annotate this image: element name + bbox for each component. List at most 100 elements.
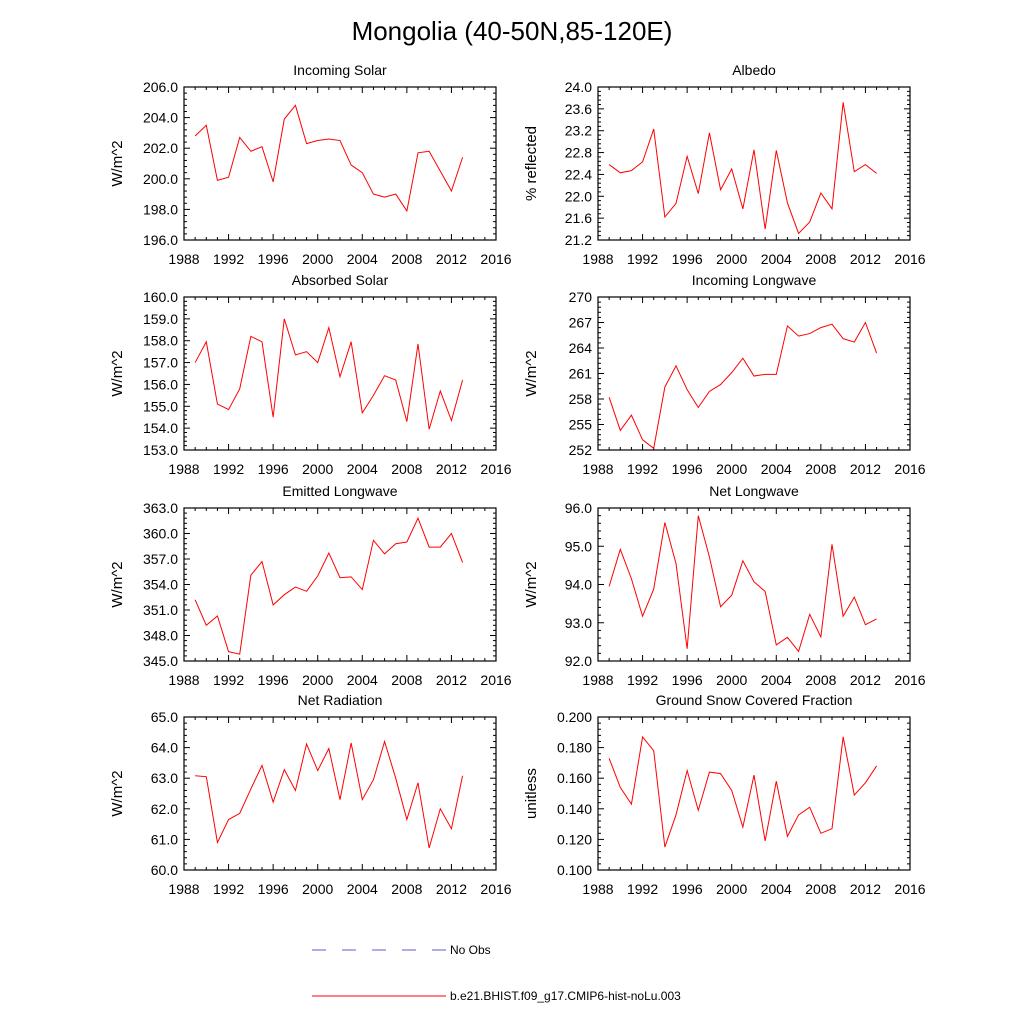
x-tick-label: 2000 — [716, 251, 747, 267]
x-tick-label: 2004 — [761, 251, 792, 267]
y-tick-label: 154.0 — [143, 420, 178, 436]
y-tick-label: 22.0 — [565, 188, 592, 204]
x-tick-label: 2016 — [894, 672, 925, 688]
x-tick-label: 2004 — [347, 881, 378, 897]
y-tick-label: 198.0 — [143, 201, 178, 217]
plot-frame — [183, 716, 497, 871]
panel-title-incoming-longwave: Incoming Longwave — [692, 272, 817, 288]
y-tick-label: 63.0 — [151, 770, 178, 786]
y-tick-label: 0.100 — [557, 862, 592, 878]
y-tick-label: 94.0 — [565, 577, 592, 593]
x-tick-label: 1992 — [627, 881, 658, 897]
y-axis-label: W/m^2 — [109, 140, 126, 186]
x-tick-label: 2012 — [850, 461, 881, 477]
legend: No Obs b.e21.BHIST.f09_g17.CMIP6-hist-no… — [312, 943, 681, 1003]
panel-title-ground-snow-covered-fraction: Ground Snow Covered Fraction — [656, 692, 853, 708]
x-tick-label: 2008 — [805, 251, 836, 267]
x-tick-label: 2016 — [894, 881, 925, 897]
x-tick-label: 2016 — [480, 251, 511, 267]
y-tick-label: 363.0 — [143, 500, 178, 516]
x-tick-label: 2008 — [391, 461, 422, 477]
y-axis-label: W/m^2 — [109, 770, 126, 816]
series-line-ground-snow-covered-fraction — [608, 735, 877, 848]
series-line-net-radiation — [195, 739, 464, 849]
x-tick-label: 2000 — [716, 881, 747, 897]
figure-title: Mongolia (40-50N,85-120E) — [352, 16, 673, 46]
y-tick-label: 93.0 — [565, 615, 592, 631]
x-tick-label: 2004 — [761, 881, 792, 897]
plot-frame — [597, 507, 911, 662]
panel-net-radiation: Net Radiation 1988 1992 1996 2000 2004 2008 201… — [109, 692, 512, 897]
legend-label-no-obs: No Obs — [450, 943, 491, 957]
y-tick-label: 357.0 — [143, 551, 178, 567]
panel-albedo: Albedo 1988 1992 1996 2000 2004 2008 2012 2016 21… — [523, 62, 926, 267]
series-line-incoming-solar — [194, 104, 464, 213]
panel-title-net-longwave: Net Longwave — [709, 483, 799, 499]
y-tick-label: 261 — [569, 366, 593, 382]
y-tick-label: 157.0 — [143, 355, 178, 371]
y-tick-label: 60.0 — [151, 862, 178, 878]
y-tick-label: 206.0 — [143, 79, 178, 95]
panel-incoming-solar: Incoming Solar 1988 1992 1996 2000 2004 2008 20… — [109, 62, 512, 267]
panel-title-albedo: Albedo — [732, 62, 776, 78]
y-axis-label: % reflected — [523, 126, 540, 201]
y-tick-label: 21.2 — [565, 232, 592, 248]
x-tick-label: 2016 — [480, 881, 511, 897]
y-tick-label: 96.0 — [565, 500, 592, 516]
y-tick-label: 255 — [569, 417, 593, 433]
x-tick-label: 2008 — [391, 672, 422, 688]
x-tick-label: 2004 — [761, 461, 792, 477]
y-tick-label: 61.0 — [151, 831, 178, 847]
x-tick-label: 2016 — [480, 672, 511, 688]
x-tick-label: 2008 — [805, 881, 836, 897]
y-tick-label: 204.0 — [143, 110, 178, 126]
x-tick-label: 1996 — [258, 461, 289, 477]
x-tick-label: 1992 — [213, 461, 244, 477]
x-tick-label: 1988 — [168, 672, 199, 688]
x-tick-label: 2012 — [436, 672, 467, 688]
y-axis-label: unitless — [523, 768, 540, 819]
y-tick-label: 158.0 — [143, 333, 178, 349]
series-line-albedo — [608, 102, 877, 235]
x-tick-label: 2000 — [302, 672, 333, 688]
panel-emitted-longwave: Emitted Longwave 1988 1992 1996 2000 2004 2008… — [109, 483, 512, 688]
x-tick-label: 2012 — [850, 881, 881, 897]
panel-net-longwave: Net Longwave 1988 1992 1996 2000 2004 2008 2012… — [523, 483, 926, 688]
x-tick-label: 2012 — [436, 881, 467, 897]
y-tick-label: 345.0 — [143, 653, 178, 669]
x-tick-label: 1992 — [213, 881, 244, 897]
y-tick-label: 0.120 — [557, 831, 592, 847]
x-tick-label: 2012 — [850, 251, 881, 267]
x-tick-label: 1992 — [213, 251, 244, 267]
panel-incoming-longwave: Incoming Longwave 1988 1992 1996 2000 2004 200… — [523, 272, 926, 477]
series-line-emitted-longwave — [194, 516, 464, 655]
x-tick-label: 2004 — [761, 672, 792, 688]
y-tick-label: 264 — [569, 340, 593, 356]
y-tick-label: 21.6 — [565, 210, 592, 226]
y-tick-label: 196.0 — [143, 232, 178, 248]
x-tick-label: 2000 — [302, 881, 333, 897]
y-tick-label: 159.0 — [143, 311, 178, 327]
panel-absorbed-solar: Absorbed Solar 1988 1992 1996 2000 2004 2008 20… — [109, 272, 512, 477]
y-tick-label: 155.0 — [143, 398, 178, 414]
y-tick-label: 348.0 — [143, 628, 178, 644]
y-tick-label: 258 — [569, 391, 593, 407]
panels: Incoming Solar 1988 1992 1996 2000 2004 2008 20… — [109, 62, 926, 897]
x-tick-label: 2016 — [480, 461, 511, 477]
y-tick-label: 267 — [569, 315, 593, 331]
x-tick-label: 2008 — [805, 672, 836, 688]
y-axis-label: W/m^2 — [523, 350, 540, 396]
plot-frame — [597, 296, 911, 451]
x-tick-label: 1996 — [258, 251, 289, 267]
panel-title-incoming-solar: Incoming Solar — [293, 62, 387, 78]
y-tick-label: 0.140 — [557, 801, 592, 817]
y-tick-label: 200.0 — [143, 171, 178, 187]
x-tick-label: 2012 — [436, 251, 467, 267]
y-axis-label: W/m^2 — [523, 561, 540, 607]
x-tick-label: 1996 — [672, 461, 703, 477]
y-tick-label: 22.8 — [565, 145, 592, 161]
panel-title-absorbed-solar: Absorbed Solar — [292, 272, 389, 288]
x-tick-label: 2000 — [716, 672, 747, 688]
series-line-net-longwave — [608, 515, 877, 653]
y-tick-label: 0.160 — [557, 770, 592, 786]
